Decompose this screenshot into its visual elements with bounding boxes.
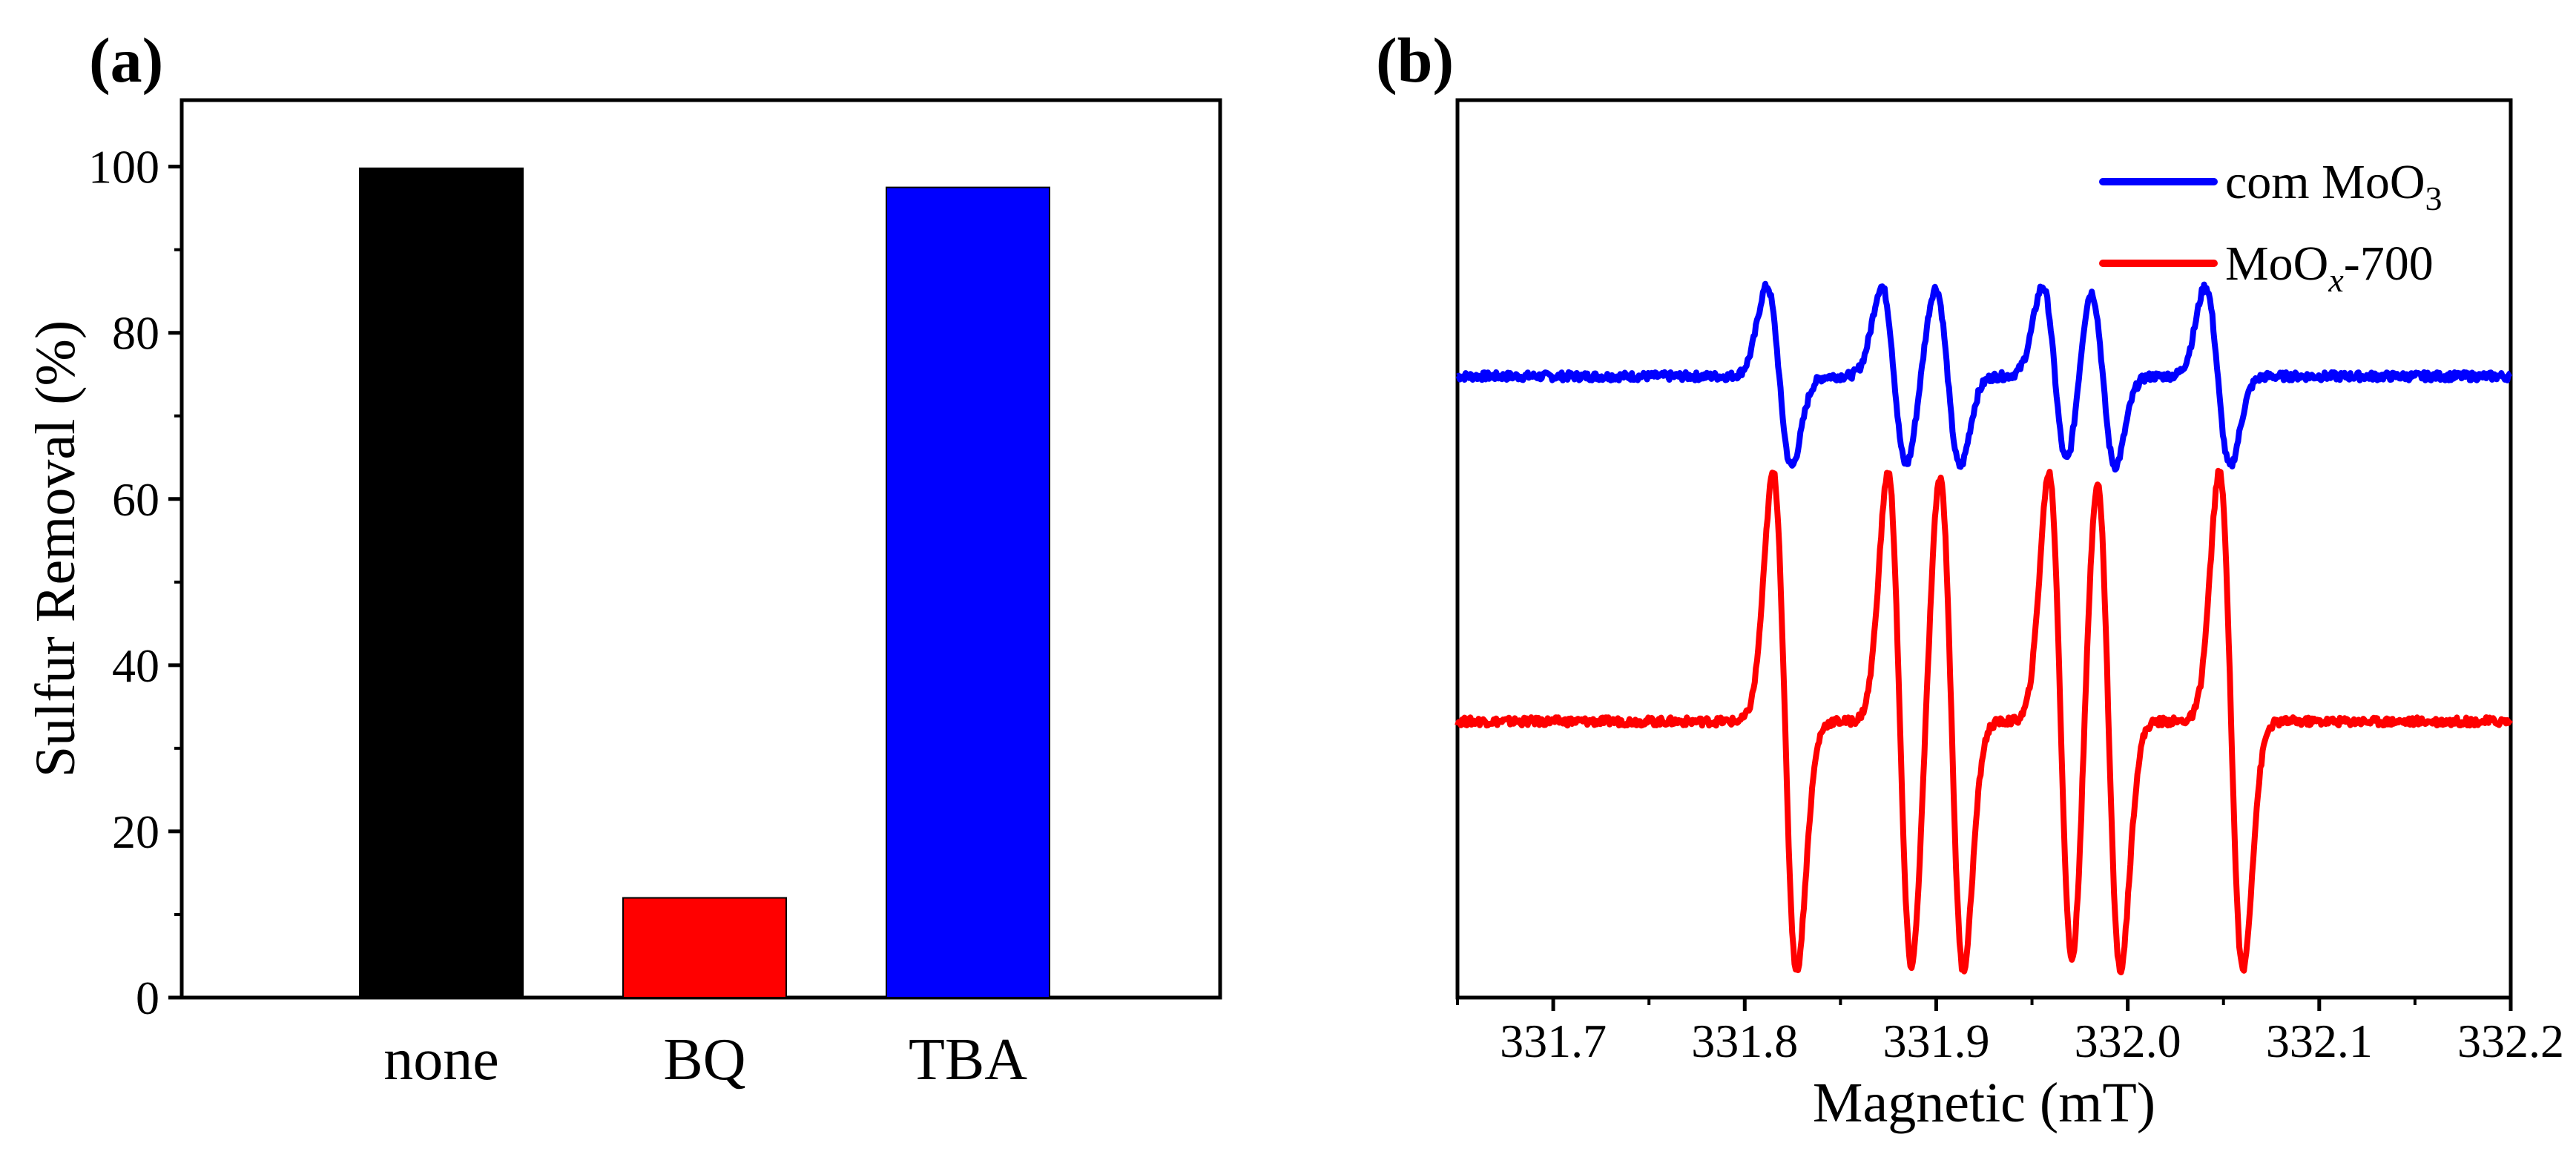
y-tick-label: 100 xyxy=(88,141,159,194)
panel-a-label: (a) xyxy=(89,24,163,96)
x-tick-label: 332.2 xyxy=(2457,1015,2564,1067)
x-tick-label: 332.0 xyxy=(2075,1015,2181,1067)
x-tick-label: 331.7 xyxy=(1500,1015,1607,1067)
x-tick-label: 331.9 xyxy=(1882,1015,1989,1067)
x-tick-label: 331.8 xyxy=(1691,1015,1798,1067)
y-tick-label: 0 xyxy=(136,972,159,1024)
panel-a-bars xyxy=(359,167,1050,999)
panel-b-frame xyxy=(1455,98,2513,1000)
panel-a-y-axis: 0 20 40 60 80 100 xyxy=(88,141,182,1024)
bar-tba xyxy=(886,186,1050,998)
panel-b: (b) 331.7 331.8 331.9 332.0 332.1 332.2 Magne… xyxy=(1376,24,2564,1134)
spectrum-line-moox-700 xyxy=(1455,467,2514,975)
panel-a-frame xyxy=(179,98,1222,1000)
panel-b-lines xyxy=(1455,280,2514,975)
panel-a-x-axis: none BQ TBA xyxy=(383,1027,1027,1093)
y-tick-label: 20 xyxy=(112,805,159,858)
x-category-label: BQ xyxy=(663,1027,745,1093)
legend-label: com MoO3 xyxy=(2225,155,2442,217)
panel-b-label: (b) xyxy=(1376,24,1454,96)
legend-label: MoOx-700 xyxy=(2225,237,2434,299)
x-tick-label: 332.1 xyxy=(2266,1015,2373,1067)
spectrum-line-com-moo3 xyxy=(1455,280,2513,473)
panel-b-legend: com MoO3 MoOx-700 xyxy=(2099,155,2442,299)
x-category-label: TBA xyxy=(909,1027,1027,1093)
bar-none xyxy=(359,167,524,999)
y-tick-label: 80 xyxy=(112,307,159,360)
panel-b-x-axis: 331.7 331.8 331.9 332.0 332.1 332.2 xyxy=(1456,998,2564,1067)
bar-bq xyxy=(622,897,787,998)
panel-a: (a) 0 20 40 60 80 100 none BQ TBA Sulfur Remova… xyxy=(24,24,1222,1093)
panel-b-x-axis-title: Magnetic (mT) xyxy=(1813,1072,2155,1134)
y-tick-label: 40 xyxy=(112,639,159,692)
x-category-label: none xyxy=(383,1027,499,1093)
y-tick-label: 60 xyxy=(112,473,159,526)
panel-a-y-axis-title: Sulfur Removal (%) xyxy=(24,320,87,777)
